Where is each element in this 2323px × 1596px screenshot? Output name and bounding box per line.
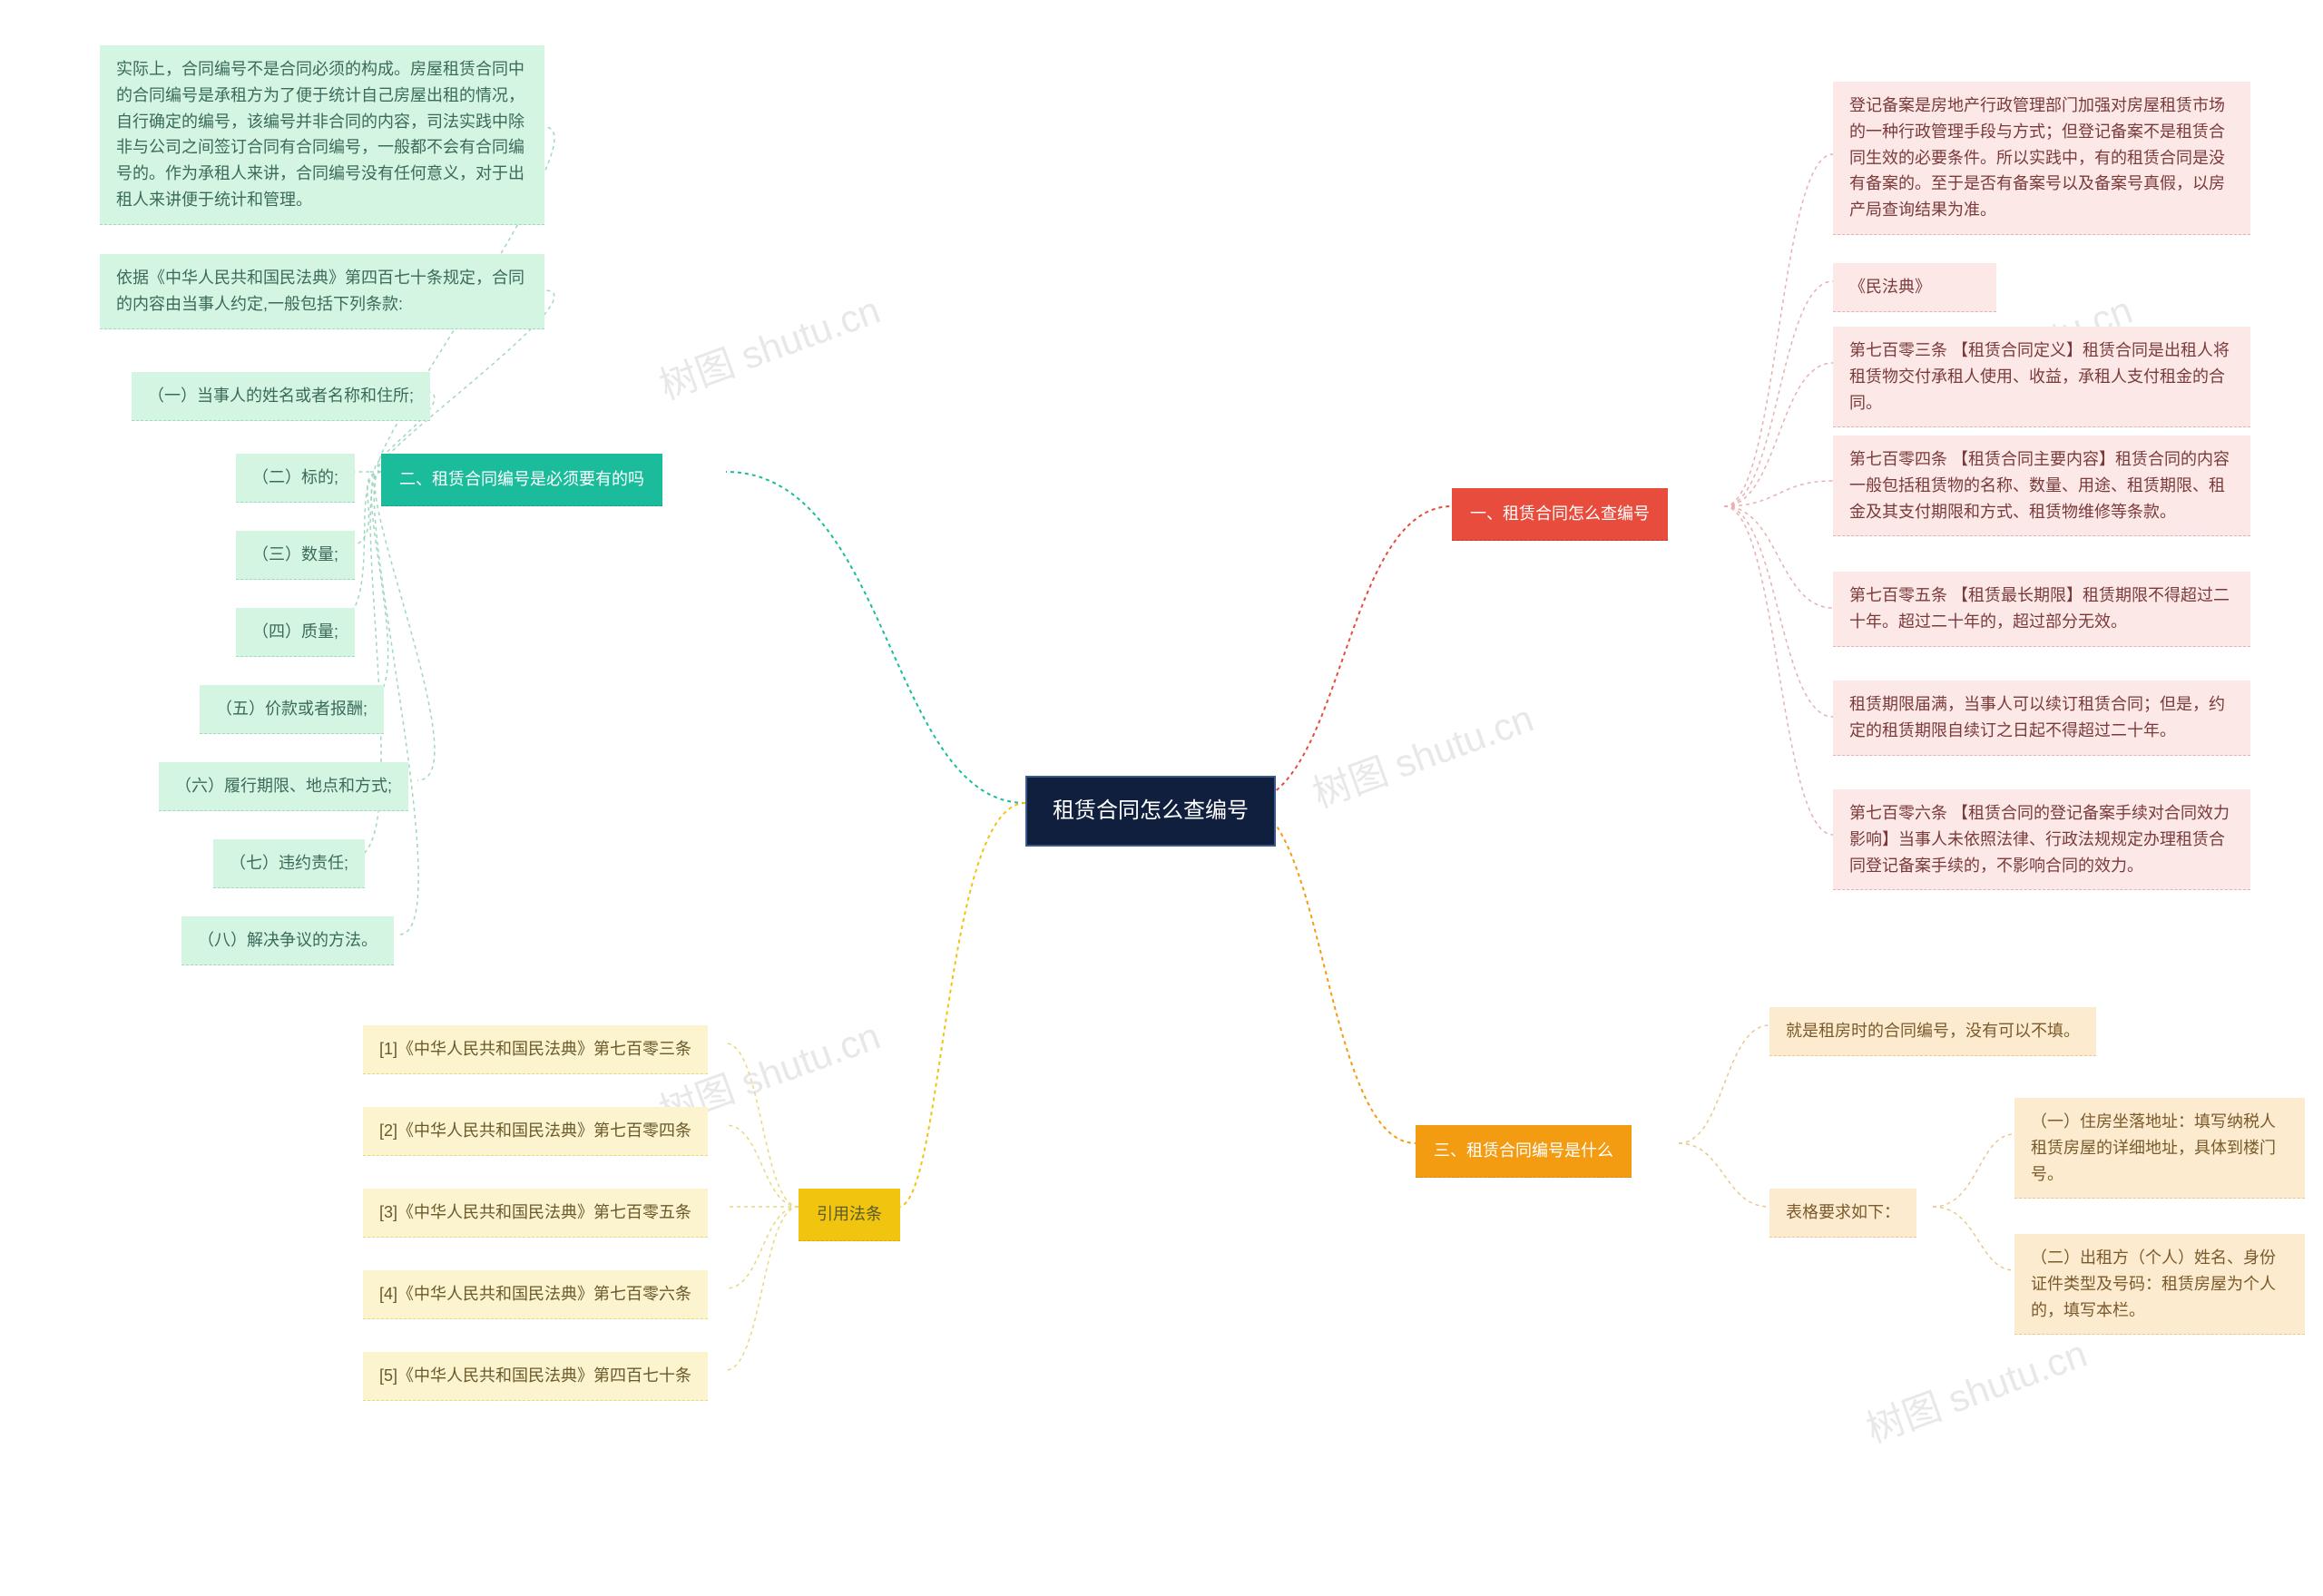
branch3-leaf-0: 就是租房时的合同编号，没有可以不填。 xyxy=(1769,1007,2096,1056)
branch2-leaf-9: （八）解决争议的方法。 xyxy=(181,916,394,965)
branch1-leaf-4: 第七百零五条 【租赁最长期限】租赁期限不得超过二十年。超过二十年的，超过部分无效… xyxy=(1833,572,2250,647)
branch3-leaf-1: 表格要求如下： xyxy=(1769,1189,1916,1238)
branch1-leaf-5: 租赁期限届满，当事人可以续订租赁合同；但是，约定的租赁期限自续订之日起不得超过二… xyxy=(1833,681,2250,756)
branch2-leaf-3: （二）标的; xyxy=(236,454,355,503)
branch4-leaf-1: [2]《中华人民共和国民法典》第七百零四条 xyxy=(363,1107,708,1156)
center-node: 租赁合同怎么查编号 xyxy=(1025,776,1276,847)
branch2-leaf-6: （五）价款或者报酬; xyxy=(200,685,384,734)
branch4-leaf-2: [3]《中华人民共和国民法典》第七百零五条 xyxy=(363,1189,708,1238)
branch1-leaf-2: 第七百零三条 【租赁合同定义】租赁合同是出租人将租赁物交付承租人使用、收益，承租… xyxy=(1833,327,2250,427)
watermark: 树图 shutu.cn xyxy=(651,279,887,410)
branch2-leaf-4: （三）数量; xyxy=(236,531,355,580)
branch1-leaf-6: 第七百零六条 【租赁合同的登记备案手续对合同效力影响】当事人未依照法律、行政法规… xyxy=(1833,789,2250,890)
branch2-leaf-2: （一）当事人的姓名或者名称和住所; xyxy=(132,372,430,421)
branch1-leaf-3: 第七百零四条 【租赁合同主要内容】租赁合同的内容一般包括租赁物的名称、数量、用途… xyxy=(1833,436,2250,536)
branch2-leaf-5: （四）质量; xyxy=(236,608,355,657)
branch2-leaf-8: （七）违约责任; xyxy=(213,839,365,888)
branch-1: 一、租赁合同怎么查编号 xyxy=(1452,488,1668,541)
branch3-leaf-3: （二）出租方（个人）姓名、身份证件类型及号码：租赁房屋为个人的，填写本栏。 xyxy=(2014,1234,2305,1335)
branch1-leaf-1: 《民法典》 xyxy=(1833,263,1996,312)
branch4-leaf-3: [4]《中华人民共和国民法典》第七百零六条 xyxy=(363,1270,708,1319)
branch2-leaf-0: 实际上，合同编号不是合同必须的构成。房屋租赁合同中的合同编号是承租方为了便于统计… xyxy=(100,45,544,225)
branch4-leaf-4: [5]《中华人民共和国民法典》第四百七十条 xyxy=(363,1352,708,1401)
branch-3: 三、租赁合同编号是什么 xyxy=(1416,1125,1632,1178)
branch2-leaf-7: （六）履行期限、地点和方式; xyxy=(159,762,408,811)
watermark: 树图 shutu.cn xyxy=(1857,1323,2093,1454)
branch-2: 二、租赁合同编号是必须要有的吗 xyxy=(381,454,662,506)
branch1-leaf-0: 登记备案是房地产行政管理部门加强对房屋租赁市场的一种行政管理手段与方式；但登记备… xyxy=(1833,82,2250,235)
branch-4: 引用法条 xyxy=(799,1189,900,1241)
watermark: 树图 shutu.cn xyxy=(1304,688,1540,818)
branch3-leaf-2: （一）住房坐落地址：填写纳税人租赁房屋的详细地址，具体到楼门号。 xyxy=(2014,1098,2305,1199)
branch4-leaf-0: [1]《中华人民共和国民法典》第七百零三条 xyxy=(363,1025,708,1074)
branch2-leaf-1: 依据《中华人民共和国民法典》第四百七十条规定，合同的内容由当事人约定,一般包括下… xyxy=(100,254,544,329)
